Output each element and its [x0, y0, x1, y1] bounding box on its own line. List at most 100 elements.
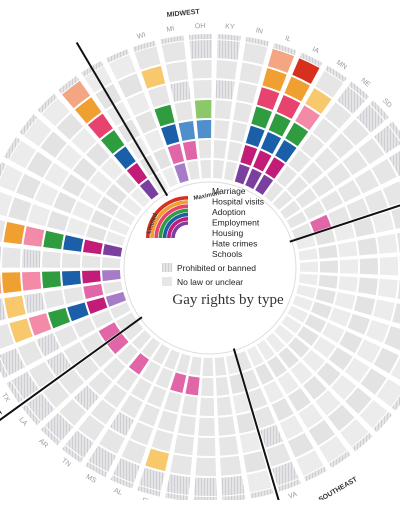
cell-MO-adoption	[365, 190, 388, 213]
cell-GA-housing	[182, 396, 198, 416]
cell-MI-adoption	[170, 81, 190, 102]
cell-OH-employment	[195, 100, 212, 119]
cell-KY-employment	[215, 100, 232, 119]
cell-SC-hospital	[195, 458, 216, 476]
cell-CO-hatecrimes	[83, 240, 103, 255]
cell-OH-adoption	[193, 80, 212, 99]
cell-MA-employment	[348, 314, 370, 335]
cell-UT-schools	[102, 257, 120, 268]
cell-NV-hatecrimes	[82, 270, 101, 283]
cell-MA-adoption	[366, 320, 389, 343]
cell-IL-hospital	[262, 68, 286, 91]
cell-MI-housing	[179, 121, 195, 141]
region-label-southeast: SOUTHEAST	[318, 476, 360, 500]
cell-NM-employment	[48, 308, 70, 329]
cell-AK-adoption	[127, 92, 150, 116]
region-label-midwest: MIDWEST	[166, 8, 200, 18]
cell-FL-housing	[164, 392, 182, 413]
chart-title: Gay rights by type	[172, 292, 284, 308]
state-label-AL: AL	[113, 487, 124, 497]
cell-KY-schools	[213, 160, 224, 179]
legend-label-no-law: No law or unclear	[177, 277, 243, 287]
cell-NC-hatecrimes	[216, 377, 230, 396]
cell-NY-adoption	[372, 211, 394, 233]
cell-FL-hatecrimes	[170, 373, 186, 393]
cell-CT-schools	[299, 274, 318, 286]
cell-UT-employment	[42, 251, 61, 268]
cell-VA-hospital	[266, 443, 291, 467]
state-label-VA: VA	[288, 491, 299, 500]
cell-MT-employment	[53, 192, 76, 214]
cell-IN-housing	[230, 122, 247, 142]
cell-NC-hospital	[220, 456, 241, 476]
cell-NC-employment	[218, 416, 235, 435]
cell-FL-employment	[158, 411, 178, 432]
legend-swatch-no-law	[162, 277, 172, 286]
cell-OH-hospital	[191, 60, 212, 79]
cell-WV-adoption	[240, 432, 261, 453]
state-label-AR: AR	[37, 438, 49, 450]
state-label-MS: MS	[85, 473, 98, 484]
cell-CO-housing	[63, 235, 83, 252]
state-label-IL: IL	[284, 35, 292, 44]
cell-NC-housing	[217, 397, 232, 416]
state-label-MI: MI	[166, 25, 175, 33]
cell-OK-housing	[73, 318, 95, 338]
cell-PA-housing	[338, 241, 358, 257]
cell-WI-adoption	[148, 85, 170, 107]
cell-WI-hospital	[141, 66, 165, 89]
cell-UT-adoption	[22, 249, 41, 268]
cell-GA-adoption	[174, 435, 194, 455]
cell-IN-adoption	[236, 82, 257, 103]
cell-CT-housing	[338, 276, 357, 292]
cell-CO-hospital	[4, 222, 25, 244]
cell-AL-housing	[147, 386, 167, 408]
cell-GA-marriage	[166, 474, 190, 495]
cell-WY-hospital	[8, 197, 31, 221]
cell-OK-employment	[55, 325, 78, 347]
state-label-SD: SD	[381, 97, 393, 109]
cell-IL-housing	[246, 126, 265, 147]
cell-MI-employment	[174, 101, 192, 121]
cell-GA-hatecrimes	[185, 376, 199, 395]
cell-KY-hatecrimes	[214, 140, 227, 159]
cell-UT-hospital	[2, 247, 21, 268]
state-label-TX: TX	[0, 392, 11, 404]
cell-SC-marriage	[194, 477, 217, 496]
cell-IN-hatecrimes	[227, 142, 242, 162]
state-label-KY: KY	[225, 23, 235, 31]
cell-UT-housing	[62, 253, 81, 268]
cell-WI-hatecrimes	[168, 144, 184, 165]
cell-UT-hatecrimes	[82, 255, 101, 268]
state-label-LA: LA	[17, 416, 28, 427]
cell-AZ-hospital	[4, 296, 25, 319]
cell-WI-housing	[161, 124, 179, 145]
cell-NC-adoption	[219, 436, 238, 456]
cell-WY-adoption	[28, 204, 50, 226]
cell-AZ-employment	[44, 290, 65, 309]
cell-NJ-employment	[360, 258, 378, 275]
cell-GA-employment	[178, 415, 196, 435]
cell-AK-employment	[135, 111, 157, 134]
cell-NJ-hatecrimes	[320, 260, 338, 273]
legend-label-employment: Employment	[212, 218, 260, 228]
cell-RI-schools	[296, 285, 316, 299]
cell-PA-employment	[357, 237, 377, 255]
cell-GA-schools	[189, 356, 201, 375]
cell-KY-housing	[214, 120, 229, 139]
cell-NM-housing	[67, 303, 88, 322]
cell-RI-employment	[354, 296, 375, 315]
cell-IL-hatecrimes	[240, 145, 257, 166]
cell-NV-employment	[42, 271, 61, 288]
cell-CO-schools	[103, 244, 122, 257]
cell-SC-housing	[200, 398, 215, 416]
cell-PA-schools	[298, 248, 317, 260]
state-label-MN: MN	[335, 59, 348, 71]
cell-IN-marriage	[243, 43, 268, 65]
cell-AZ-schools	[103, 281, 123, 294]
cell-NV-marriage	[0, 273, 2, 296]
cell-MI-schools	[187, 161, 200, 180]
legend-swatch-prohibited	[162, 263, 172, 272]
cell-PA-hatecrimes	[318, 245, 337, 259]
cell-SC-employment	[198, 418, 215, 436]
